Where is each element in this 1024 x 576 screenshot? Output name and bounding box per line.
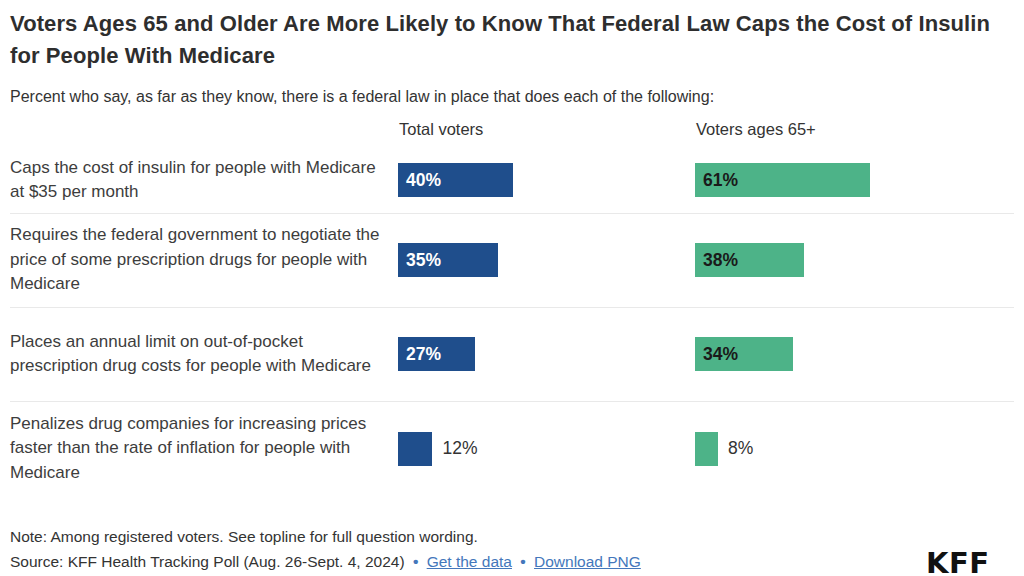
kff-logo: KFF: [926, 546, 990, 576]
chart-row: Caps the cost of insulin for people with…: [10, 148, 1014, 214]
row-label: Requires the federal government to negot…: [10, 223, 398, 296]
chart-row: Places an annual limit on out-of-pocket …: [10, 308, 1014, 402]
bar-cell: 35%: [398, 243, 695, 277]
bar-cell: 34%: [695, 337, 1014, 371]
bar: 40%: [398, 163, 513, 197]
chart-source: Source: KFF Health Tracking Poll (Aug. 2…: [10, 553, 641, 571]
chart-rows: Caps the cost of insulin for people with…: [10, 148, 1014, 496]
bar-value-label: 12%: [432, 438, 477, 459]
bar: [695, 432, 718, 466]
get-the-data-link[interactable]: Get the data: [427, 553, 512, 570]
bar-value-label: 38%: [695, 250, 738, 271]
column-headers: Total voters Voters ages 65+: [10, 120, 1014, 148]
bar-cell: 40%: [398, 163, 695, 197]
row-label: Places an annual limit on out-of-pocket …: [10, 330, 398, 379]
dot-separator: •: [516, 553, 529, 570]
column-header-total-voters: Total voters: [398, 120, 695, 139]
source-text: Source: KFF Health Tracking Poll (Aug. 2…: [10, 553, 405, 570]
chart-row: Requires the federal government to negot…: [10, 214, 1014, 308]
dot-separator: •: [409, 553, 422, 570]
bar: 27%: [398, 337, 475, 371]
bar-cell: 61%: [695, 163, 1014, 197]
chart-title: Voters Ages 65 and Older Are More Likely…: [10, 8, 1000, 72]
bar-value-label: 34%: [695, 344, 738, 365]
bar-chart: Total voters Voters ages 65+ Caps the co…: [10, 120, 1014, 496]
bar-value-label: 8%: [718, 438, 753, 459]
chart-row: Penalizes drug companies for increasing …: [10, 402, 1014, 496]
column-header-voters-65plus: Voters ages 65+: [695, 120, 1014, 139]
bar: [398, 432, 432, 466]
chart-note: Note: Among registered voters. See topli…: [10, 528, 478, 546]
bar-value-label: 40%: [398, 170, 441, 191]
bar-cell: 8%: [695, 432, 1014, 466]
download-png-link[interactable]: Download PNG: [534, 553, 641, 570]
bar-cell: 12%: [398, 432, 695, 466]
row-label: Caps the cost of insulin for people with…: [10, 156, 398, 205]
bar: 38%: [695, 243, 804, 277]
bar-value-label: 61%: [695, 170, 738, 191]
bar: 61%: [695, 163, 870, 197]
bar-cell: 38%: [695, 243, 1014, 277]
chart-page: Voters Ages 65 and Older Are More Likely…: [0, 0, 1024, 576]
bar: 34%: [695, 337, 793, 371]
bar-value-label: 35%: [398, 250, 441, 271]
row-label: Penalizes drug companies for increasing …: [10, 412, 398, 485]
bar-value-label: 27%: [398, 344, 441, 365]
bar: 35%: [398, 243, 498, 277]
bar-cell: 27%: [398, 337, 695, 371]
chart-subtitle: Percent who say, as far as they know, th…: [10, 87, 1014, 108]
